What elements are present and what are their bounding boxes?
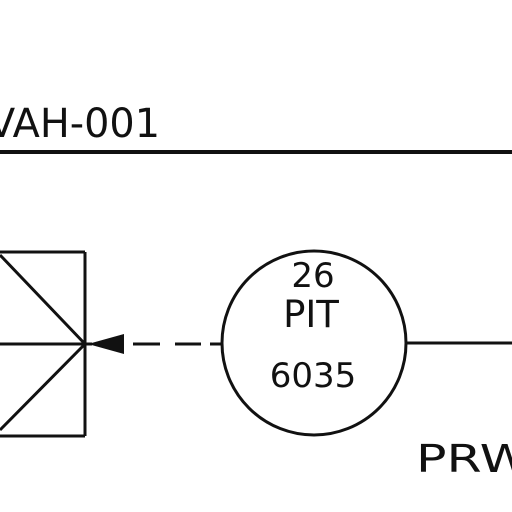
bottom-line-label: PRW- xyxy=(416,437,512,481)
valve-lower-diagonal xyxy=(0,342,87,432)
instrument-tag-type: PIT xyxy=(283,293,339,336)
signal-arrowhead xyxy=(88,334,124,354)
top-line-label: VAH-001 xyxy=(0,101,160,147)
valve-symbol xyxy=(0,250,92,438)
instrument-tag-id: 6035 xyxy=(270,356,357,396)
instrument-number: 26 xyxy=(291,256,334,296)
valve-upper-diagonal xyxy=(0,253,87,346)
